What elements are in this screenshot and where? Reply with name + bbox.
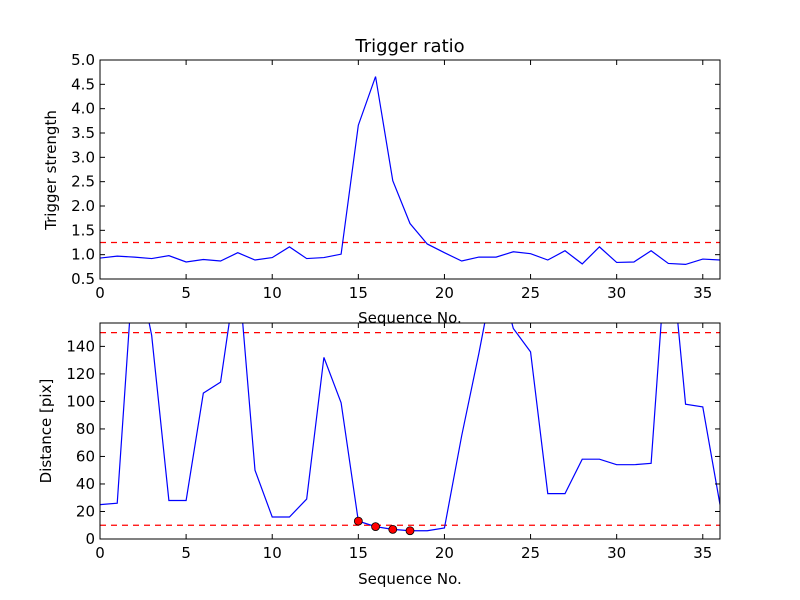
y-tick-label: 2.5 [71, 173, 95, 191]
y-tick-label: 2.0 [71, 197, 95, 215]
data-point-marker [388, 524, 398, 534]
x-tick-label: 10 [263, 544, 282, 562]
x-tick-label: 25 [521, 544, 540, 562]
x-tick-label: 30 [607, 284, 626, 302]
y-axis-label: Trigger strength [42, 110, 60, 231]
y-tick-label: 140 [66, 337, 95, 355]
x-tick-label: 35 [693, 284, 712, 302]
x-tick-label: 30 [607, 544, 626, 562]
x-tick-label: 15 [349, 284, 368, 302]
y-tick-label: 4.0 [71, 100, 95, 118]
y-tick-label: 5.0 [71, 51, 95, 69]
data-point-marker [371, 522, 380, 532]
y-tick-label: 20 [76, 502, 95, 520]
x-tick-label: 10 [263, 284, 282, 302]
axes-frame [99, 322, 721, 540]
y-tick-label: 80 [76, 420, 95, 438]
y-tick-label: 40 [76, 475, 95, 493]
x-tick-label: 35 [693, 544, 712, 562]
y-tick-label: 0.5 [71, 270, 95, 288]
y-tick-label: 60 [76, 447, 95, 465]
y-axis-label: Distance [pix] [37, 379, 55, 484]
y-tick-label: 1.5 [71, 221, 95, 239]
data-point-marker [405, 526, 415, 536]
trigger-ratio-panel: Trigger ratio 0 5 10 15 20 25 30 35 0.5 1.0 1.5 2.0… [42, 36, 721, 327]
x-tick-label: 25 [521, 284, 540, 302]
chart-title: Trigger ratio [354, 36, 464, 57]
axes-frame [99, 59, 721, 280]
plot-area [100, 76, 720, 266]
y-tick-label: 100 [66, 392, 95, 410]
axis-ticks: 0 5 10 15 20 25 30 35 0 20 40 60 80 100 120 140 [66, 323, 720, 562]
series-line [100, 76, 720, 266]
x-axis-label: Sequence No. [358, 570, 462, 588]
x-tick-label: 5 [181, 544, 191, 562]
distance-panel: 0 5 10 15 20 25 30 35 0 20 40 60 80 100 120 140 Sequenc… [37, 322, 721, 588]
y-tick-label: 0 [85, 530, 95, 548]
y-tick-label: 1.0 [71, 246, 95, 264]
axis-ticks: 0 5 10 15 20 25 30 35 0.5 1.0 1.5 2.0 2.5 3.0 3.5 4.0 4.… [71, 51, 720, 302]
x-tick-label: 0 [95, 544, 105, 562]
x-axis-label: Sequence No. [358, 309, 462, 327]
x-tick-label: 5 [181, 284, 191, 302]
y-tick-label: 4.5 [71, 75, 95, 93]
x-tick-label: 20 [435, 544, 454, 562]
x-tick-label: 20 [435, 284, 454, 302]
plot-area [100, 323, 720, 536]
x-tick-label: 0 [95, 284, 105, 302]
y-tick-label: 3.5 [71, 124, 95, 142]
series-line [100, 323, 720, 532]
y-tick-label: 120 [66, 365, 95, 383]
data-point-marker [353, 516, 363, 526]
x-tick-label: 15 [349, 544, 368, 562]
y-tick-label: 3.0 [71, 148, 95, 166]
